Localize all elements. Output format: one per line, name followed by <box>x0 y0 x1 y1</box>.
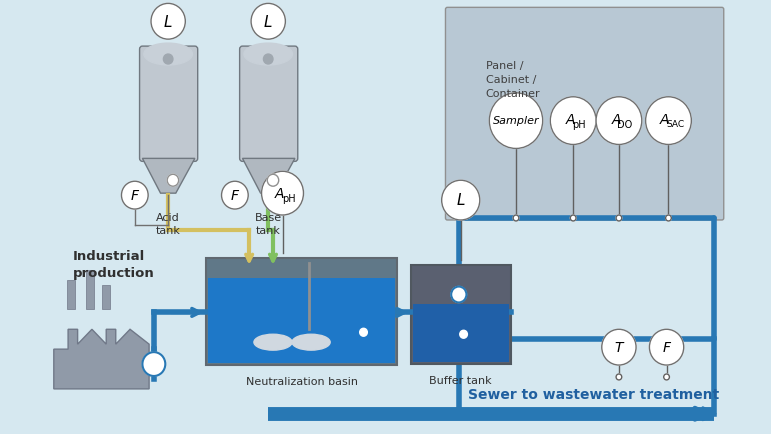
Text: L: L <box>456 193 465 207</box>
Text: pH: pH <box>282 194 296 204</box>
Circle shape <box>596 97 641 145</box>
Ellipse shape <box>254 334 292 350</box>
Circle shape <box>442 180 480 220</box>
Circle shape <box>251 3 285 39</box>
Text: DO: DO <box>617 120 632 130</box>
FancyBboxPatch shape <box>140 46 197 161</box>
Circle shape <box>616 215 621 221</box>
Text: Neutralization basin: Neutralization basin <box>246 377 358 387</box>
FancyBboxPatch shape <box>208 278 395 363</box>
Circle shape <box>616 374 621 380</box>
Circle shape <box>268 174 278 186</box>
Circle shape <box>163 54 173 64</box>
FancyBboxPatch shape <box>67 279 75 309</box>
FancyBboxPatch shape <box>103 285 110 309</box>
Text: pH: pH <box>572 120 586 130</box>
Circle shape <box>221 181 248 209</box>
Text: T: T <box>614 341 623 355</box>
Circle shape <box>602 329 636 365</box>
FancyBboxPatch shape <box>207 258 397 365</box>
Text: SAC: SAC <box>666 120 684 129</box>
Circle shape <box>550 97 596 145</box>
Text: F: F <box>662 341 671 355</box>
Text: A: A <box>275 187 284 201</box>
FancyBboxPatch shape <box>411 265 511 364</box>
Ellipse shape <box>244 43 292 65</box>
Polygon shape <box>143 158 195 193</box>
Circle shape <box>460 330 467 338</box>
Circle shape <box>151 3 185 39</box>
Ellipse shape <box>292 334 330 350</box>
Text: Acid
tank: Acid tank <box>156 213 180 236</box>
Circle shape <box>143 352 165 376</box>
Text: Base
tank: Base tank <box>254 213 281 236</box>
Polygon shape <box>54 329 149 389</box>
Text: Industrial
production: Industrial production <box>73 250 155 279</box>
Text: F: F <box>231 189 239 203</box>
Circle shape <box>664 374 669 380</box>
Circle shape <box>665 215 672 221</box>
Text: Sewer to wastewater treatment: Sewer to wastewater treatment <box>468 388 719 402</box>
Text: A: A <box>660 113 669 127</box>
Circle shape <box>645 97 692 145</box>
Circle shape <box>122 181 148 209</box>
Circle shape <box>649 329 684 365</box>
Text: Buffer tank: Buffer tank <box>429 376 492 386</box>
Circle shape <box>360 328 367 336</box>
Circle shape <box>167 174 179 186</box>
Circle shape <box>261 171 304 215</box>
Text: A: A <box>566 113 575 127</box>
Text: L: L <box>264 15 272 30</box>
FancyBboxPatch shape <box>240 46 298 161</box>
FancyBboxPatch shape <box>446 7 724 220</box>
Text: Sampler: Sampler <box>493 115 539 125</box>
Text: F: F <box>131 189 139 203</box>
Circle shape <box>490 93 543 148</box>
Circle shape <box>571 215 576 221</box>
Ellipse shape <box>144 43 193 65</box>
Circle shape <box>451 286 466 302</box>
Text: L: L <box>164 15 173 30</box>
Polygon shape <box>243 158 295 193</box>
Circle shape <box>513 215 519 221</box>
Circle shape <box>264 54 273 64</box>
Text: A: A <box>611 113 621 127</box>
FancyBboxPatch shape <box>86 270 94 309</box>
FancyBboxPatch shape <box>413 304 510 362</box>
Text: Panel /
Cabinet /
Container: Panel / Cabinet / Container <box>486 61 540 99</box>
